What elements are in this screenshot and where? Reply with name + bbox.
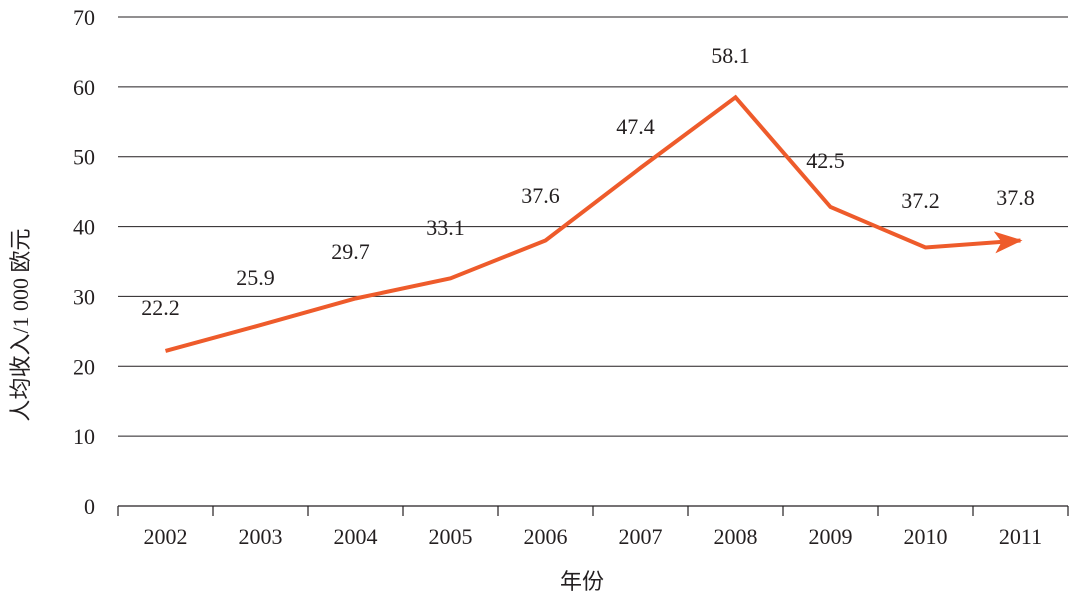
y-axis: 0 10 20 30 40 50 60 70 [73,5,95,519]
data-label: 58.1 [711,43,750,68]
y-tick-label: 10 [73,424,95,449]
y-tick-label: 30 [73,284,95,309]
data-label: 22.2 [141,295,180,320]
x-tick-label: 2008 [714,524,758,549]
data-labels: 22.2 25.9 29.7 33.1 37.6 47.4 58.1 42.5 37.2 37.8 [141,43,1035,320]
y-tick-label: 60 [73,75,95,100]
series-line-group [164,94,1023,353]
data-label: 29.7 [331,239,370,264]
x-tick-label: 2009 [809,524,853,549]
data-label: 37.8 [996,185,1035,210]
x-tick-label: 2011 [999,524,1042,549]
data-label: 42.5 [806,148,845,173]
data-label: 37.2 [901,188,940,213]
series-line [164,94,1023,353]
y-tick-label: 40 [73,215,95,240]
x-tick-label: 2007 [619,524,663,549]
x-axis-title: 年份 [560,569,604,594]
x-tick-label: 2005 [429,524,473,549]
data-label: 47.4 [616,114,655,139]
x-axis-ticks: 2002 2003 2004 2005 2006 2007 2008 2009 2010 2011 [144,524,1043,549]
data-label: 37.6 [521,183,560,208]
y-tick-label: 70 [73,5,95,30]
x-tick-label: 2004 [334,524,378,549]
x-tick-label: 2010 [904,524,948,549]
y-tick-label: 50 [73,145,95,170]
x-tick-label: 2003 [239,524,283,549]
data-label: 33.1 [426,215,465,240]
x-tick-label: 2002 [144,524,188,549]
x-axis [117,505,1069,516]
y-tick-label: 20 [73,354,95,379]
data-label: 25.9 [236,265,275,290]
y-axis-title: 人均收入/1 000 欧元 [8,228,33,421]
y-tick-label: 0 [84,494,95,519]
x-tick-label: 2006 [524,524,568,549]
gridlines [118,16,1068,437]
